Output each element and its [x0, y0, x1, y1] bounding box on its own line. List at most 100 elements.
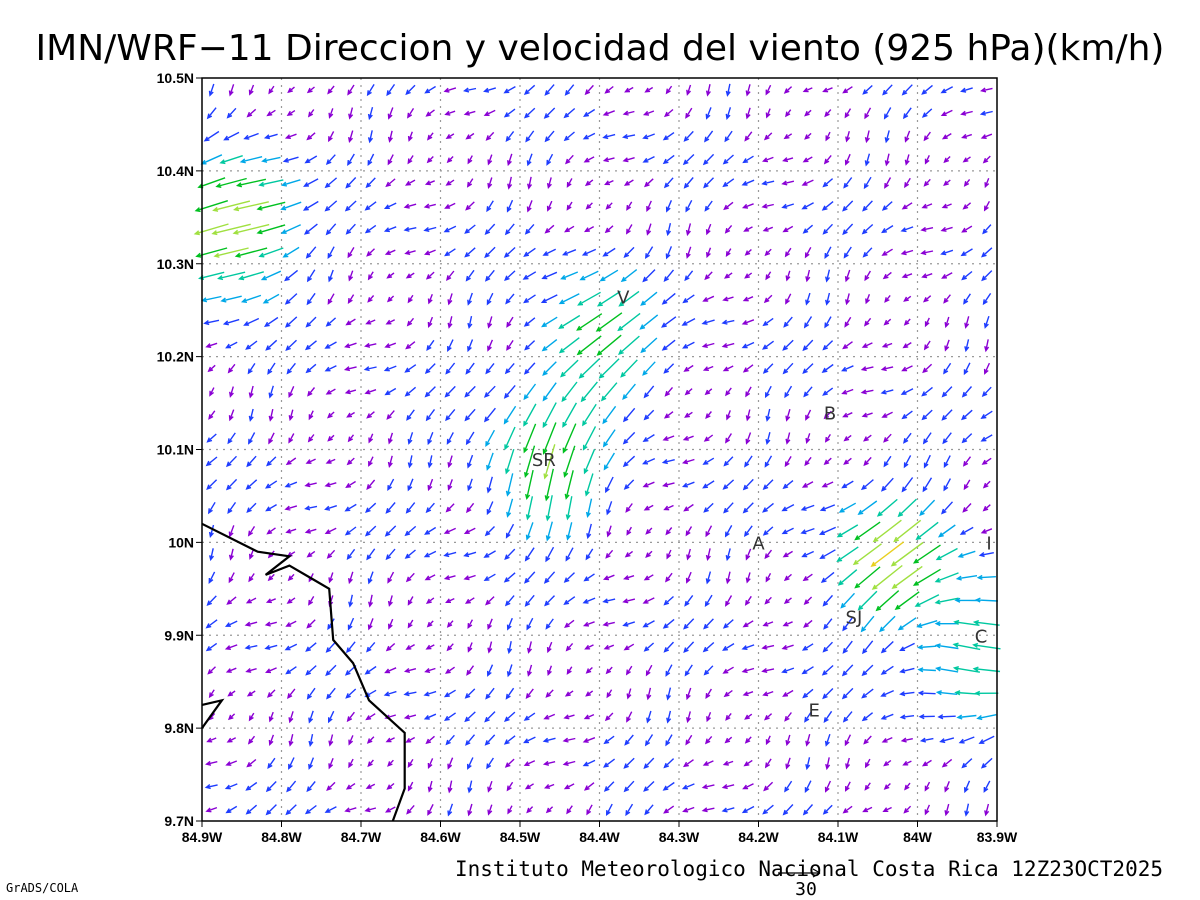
wind-arrow [219, 155, 243, 165]
wind-arrow [725, 387, 732, 397]
wind-arrow [306, 687, 316, 700]
wind-arrow [842, 711, 853, 723]
wind-arrow [837, 569, 858, 586]
wind-arrow [745, 107, 751, 120]
wind-arrow [941, 272, 953, 279]
wind-arrow [819, 549, 836, 559]
wind-arrow [702, 365, 714, 371]
wind-arrow [741, 644, 755, 650]
wind-arrow [683, 364, 694, 372]
wind-arrow [872, 519, 902, 543]
wind-arrow [744, 272, 753, 279]
wind-arrow [524, 594, 535, 607]
wind-arrow [785, 757, 791, 770]
wind-arrow [268, 711, 274, 723]
wind-arrow [665, 664, 673, 677]
wind-arrow [387, 154, 394, 166]
place-label: E [808, 701, 819, 722]
wind-arrow [347, 84, 355, 96]
wind-arrow [327, 85, 335, 95]
wind-arrow [963, 178, 971, 187]
wind-arrow [225, 341, 238, 349]
wind-arrow [744, 595, 752, 606]
wind-arrow [325, 664, 337, 677]
wind-arrow [346, 641, 356, 654]
wind-arrow [745, 84, 751, 97]
wind-arrow [525, 688, 534, 699]
wind-arrow [465, 431, 475, 446]
wind-arrow [960, 248, 973, 257]
wind-arrow [625, 665, 633, 676]
wind-arrow [288, 433, 295, 444]
wind-arrow [684, 388, 693, 396]
wind-arrow [822, 641, 834, 653]
wind-arrow [523, 383, 537, 401]
wind-arrow [407, 432, 414, 445]
wind-arrow [503, 246, 516, 258]
wind-arrow [347, 434, 355, 443]
wind-arrow [900, 737, 913, 743]
wind-arrow [403, 226, 417, 232]
wind-arrow [284, 643, 298, 651]
wind-arrow [904, 130, 911, 143]
wind-arrow [487, 177, 493, 190]
wind-arrow [545, 689, 554, 698]
wind-arrow [385, 806, 396, 813]
wind-arrow [328, 734, 334, 747]
wind-arrow [585, 666, 593, 674]
wind-arrow [842, 412, 853, 418]
wind-arrow [972, 666, 1001, 673]
wind-arrow [365, 177, 376, 189]
wind-arrow [605, 202, 613, 210]
wind-arrow [580, 381, 598, 403]
wind-arrow [226, 596, 237, 605]
wind-arrow [745, 548, 752, 561]
y-tick-label: 10.4N [157, 163, 194, 179]
wind-arrow [721, 807, 735, 813]
wind-arrow [447, 339, 454, 352]
wind-arrow [246, 690, 256, 697]
wind-arrow [901, 273, 913, 279]
wind-arrow [761, 644, 775, 650]
wind-arrow [960, 87, 973, 93]
wind-arrow [526, 806, 534, 814]
wind-arrow [205, 456, 218, 467]
wind-arrow [404, 549, 416, 559]
x-tick-label: 84.6W [420, 829, 461, 845]
wind-arrow [864, 758, 871, 769]
wind-arrow [741, 319, 755, 325]
wind-arrow [205, 642, 218, 652]
wind-arrow [266, 456, 277, 467]
wind-arrow [484, 223, 496, 235]
wind-arrow [403, 667, 417, 673]
wind-arrow [205, 760, 218, 766]
wind-arrow [425, 408, 436, 422]
wind-arrow [702, 153, 715, 166]
wind-arrow [783, 597, 792, 604]
wind-arrow [862, 84, 873, 95]
wind-arrow [543, 713, 556, 720]
wind-arrow [463, 87, 477, 93]
wind-arrow [265, 804, 277, 816]
wind-arrow [523, 712, 536, 721]
wind-arrow [248, 712, 255, 722]
wind-arrow [646, 223, 652, 236]
wind-arrow [583, 108, 596, 117]
wind-arrow [407, 294, 414, 304]
wind-arrow [762, 226, 774, 232]
wind-arrow [724, 525, 733, 538]
wind-arrow [662, 482, 675, 488]
wind-arrow [784, 247, 792, 258]
wind-arrow [424, 386, 436, 398]
wind-arrow [308, 757, 315, 770]
wind-arrow [485, 362, 495, 375]
wind-arrow [560, 359, 579, 378]
wind-arrow [464, 385, 476, 398]
wind-arrow [582, 597, 596, 604]
wind-arrow [683, 177, 694, 189]
wind-arrow [761, 156, 774, 163]
wind-arrow [266, 527, 276, 535]
wind-arrow [404, 364, 417, 373]
wind-arrow [841, 388, 854, 395]
wind-arrow [282, 156, 299, 163]
